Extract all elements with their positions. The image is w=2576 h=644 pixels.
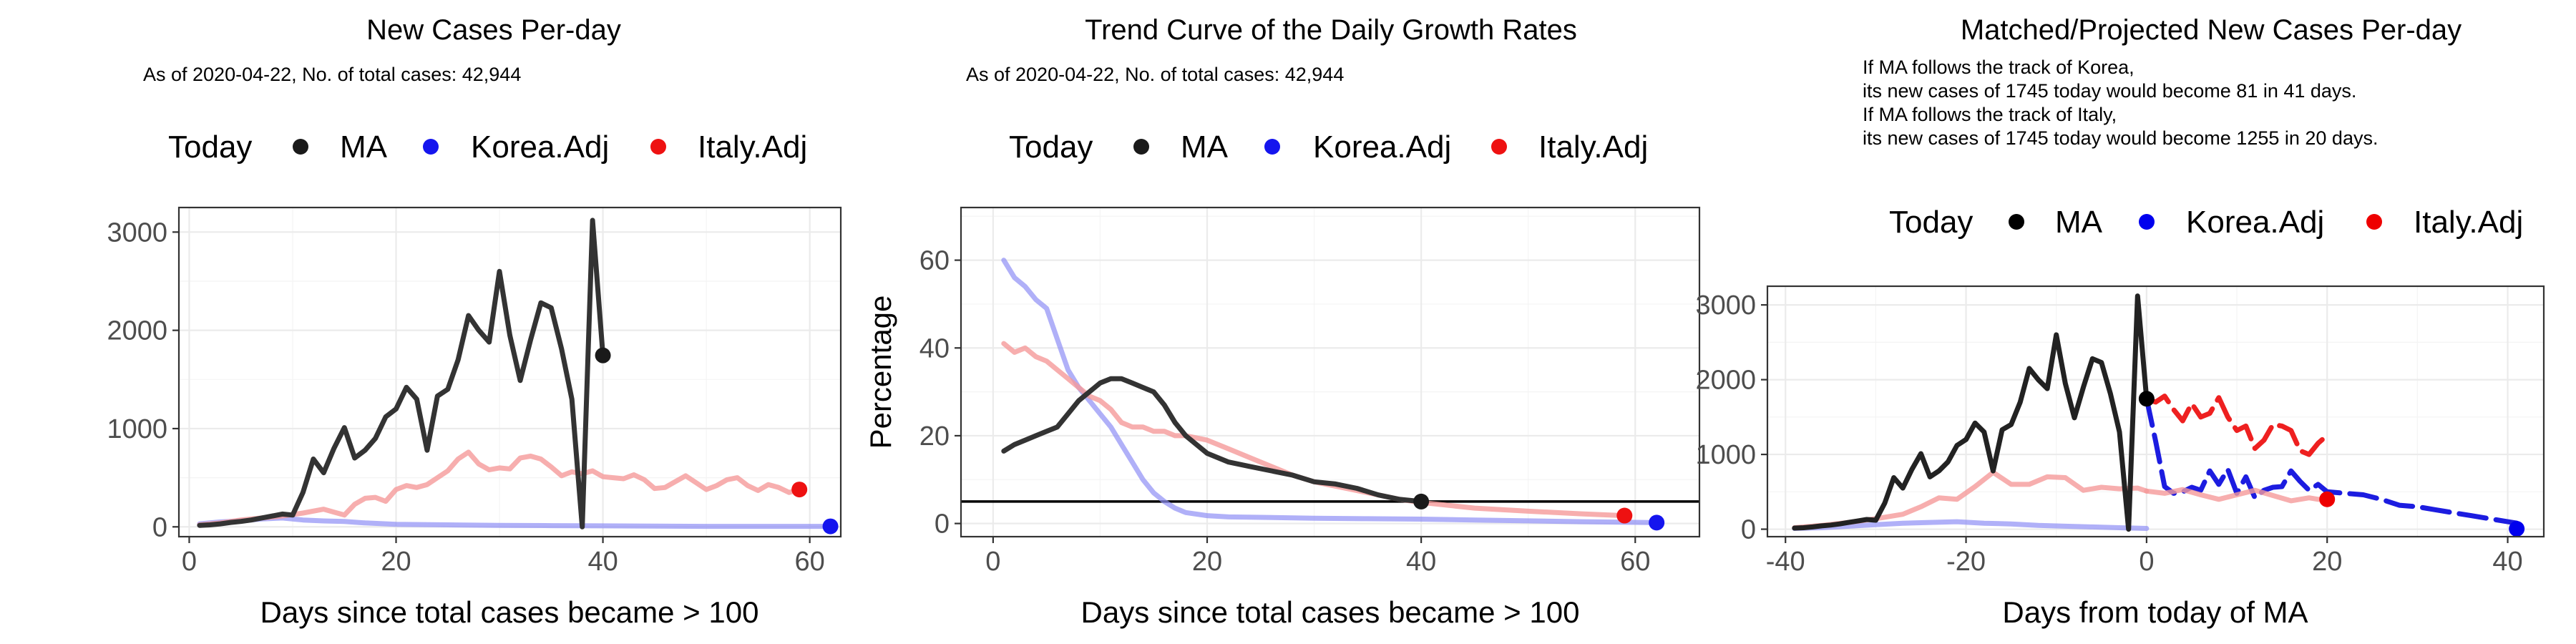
plot-border — [960, 206, 1701, 538]
chart-subtitle: its new cases of 1745 today would become… — [1863, 80, 2356, 102]
legend-marker-italy-adj — [2366, 214, 2382, 230]
legend-title: Today — [168, 130, 252, 165]
plot-border — [1766, 285, 2545, 538]
y-tick-label: 0 — [152, 512, 167, 542]
today-point-korea-adj — [822, 518, 839, 535]
legend-label: Italy.Adj — [1538, 130, 1648, 165]
y-axis-title: Percentage — [864, 296, 897, 449]
y-tick-label: 20 — [919, 421, 950, 452]
today-point-italy-adj — [2319, 491, 2336, 507]
x-tick-label: 60 — [1620, 547, 1650, 577]
series-line-korea-adj — [1001, 258, 1659, 525]
legend-marker-italy-adj — [650, 139, 666, 155]
legend-marker-ma — [293, 139, 308, 155]
plot-panel — [1767, 286, 2544, 537]
x-axis-title: Days from today of MA — [2002, 595, 2308, 629]
x-tick-label: 40 — [2492, 547, 2522, 577]
chart-subtitle: As of 2020-04-22, No. of total cases: 42… — [966, 64, 1344, 85]
legend-label: Korea.Adj — [2186, 205, 2324, 240]
series-line-italy-adj-tail- — [2144, 487, 2330, 504]
series-line-italy-adj-projected- — [2144, 394, 2330, 457]
x-tick-label: 20 — [1192, 547, 1222, 577]
legend-marker-korea-adj — [1264, 139, 1280, 155]
x-tick-label: 0 — [182, 547, 197, 577]
x-axis-title: Days since total cases became > 100 — [260, 595, 759, 629]
x-tick-label: -20 — [1946, 547, 1986, 577]
x-tick-label: 20 — [2312, 547, 2342, 577]
series-line-ma — [1001, 376, 1424, 504]
x-tick-label: 40 — [587, 547, 618, 577]
chart-subtitle: its new cases of 1745 today would become… — [1863, 127, 2378, 149]
chart-title: New Cases Per-day — [366, 14, 621, 46]
x-tick-label: 60 — [795, 547, 825, 577]
growth-rate-trend-chart: Trend Curve of the Daily Growth Rates As … — [864, 14, 1701, 629]
y-tick-label: 2000 — [107, 316, 167, 346]
x-tick-label: 0 — [985, 547, 1000, 577]
chart-subtitle: As of 2020-04-22, No. of total cases: 42… — [143, 64, 521, 85]
y-tick-label: 0 — [935, 509, 950, 540]
new-cases-per-day-chart: New Cases Per-day As of 2020-04-22, No. o… — [107, 14, 842, 629]
series-line-korea-adj-projected- — [2144, 396, 2519, 526]
series-group — [1792, 293, 2519, 532]
legend-label: MA — [1181, 130, 1229, 165]
x-tick-label: -40 — [1766, 547, 1805, 577]
y-tick-label: 60 — [919, 246, 950, 276]
today-point-italy-adj — [1616, 507, 1633, 524]
y-tick-label: 1000 — [1695, 440, 1756, 470]
chart-subtitle: If MA follows the track of Korea, — [1863, 57, 2135, 78]
y-tick-label: 1000 — [107, 414, 167, 444]
legend-label: Korea.Adj — [1313, 130, 1451, 165]
legend-label: Italy.Adj — [698, 130, 807, 165]
y-tick-label: 40 — [919, 333, 950, 364]
projected-new-cases-chart: Matched/Projected New Cases Per-day If MA… — [1695, 14, 2545, 629]
legend-label: Italy.Adj — [2414, 205, 2523, 240]
chart-title: Trend Curve of the Daily Growth Rates — [1085, 14, 1577, 46]
legend-title: Today — [1009, 130, 1093, 165]
legend-marker-korea-adj — [2139, 214, 2155, 230]
y-tick-label: 0 — [1741, 515, 1756, 545]
series-group — [197, 218, 833, 530]
today-point-korea-adj — [2509, 521, 2525, 537]
y-tick-label: 3000 — [107, 218, 167, 248]
x-tick-label: 40 — [1406, 547, 1436, 577]
x-tick-label: 20 — [381, 547, 411, 577]
series-group — [1001, 258, 1659, 525]
y-tick-label: 3000 — [1695, 291, 1756, 321]
legend-marker-ma — [1133, 139, 1149, 155]
today-point-ma — [595, 347, 611, 364]
series-line-korea-adj-matched- — [1792, 519, 2150, 531]
legend-title: Today — [1889, 205, 1973, 240]
chart-title: Matched/Projected New Cases Per-day — [1961, 14, 2462, 46]
legend-marker-korea-adj — [423, 139, 439, 155]
today-point-ma — [2138, 391, 2155, 407]
series-line-ma — [1792, 293, 2150, 532]
series-line-ma — [197, 218, 606, 530]
y-tick-label: 2000 — [1695, 366, 1756, 396]
legend-label: MA — [340, 130, 388, 165]
today-point-ma — [1413, 493, 1430, 509]
x-tick-label: 0 — [2139, 547, 2154, 577]
legend-marker-ma — [2009, 214, 2024, 230]
plot-border — [177, 206, 842, 538]
chart-subtitle: If MA follows the track of Italy, — [1863, 104, 2117, 125]
plot-panel — [179, 208, 841, 537]
legend-label: MA — [2055, 205, 2103, 240]
legend-marker-italy-adj — [1491, 139, 1507, 155]
series-line-italy-adj — [197, 449, 802, 527]
legend-label: Korea.Adj — [471, 130, 609, 165]
today-point-korea-adj — [1649, 514, 1665, 531]
x-axis-title: Days since total cases became > 100 — [1081, 595, 1580, 629]
today-point-italy-adj — [791, 482, 808, 498]
